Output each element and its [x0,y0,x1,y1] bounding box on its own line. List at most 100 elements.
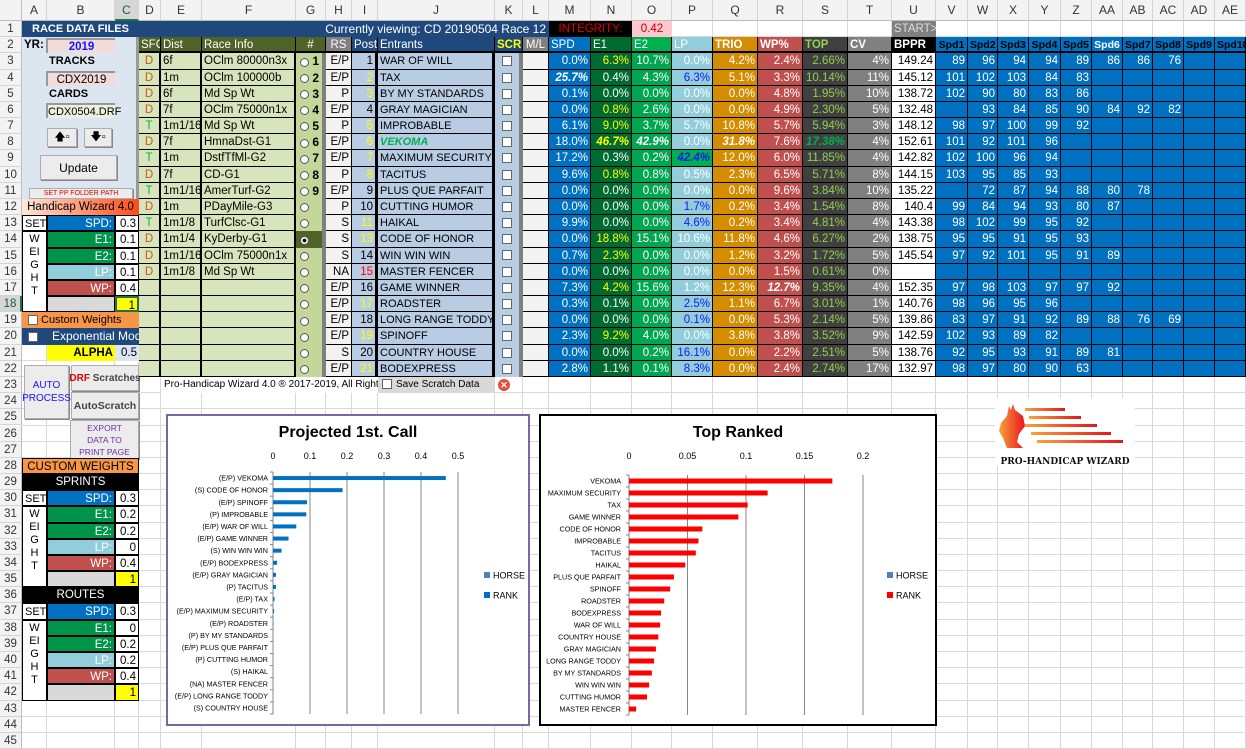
column-header[interactable]: O [632,0,672,21]
race-selector[interactable] [296,296,326,313]
morning-line[interactable] [523,344,549,361]
race-radio-button[interactable] [300,170,309,180]
year-field[interactable]: 2019 [46,38,115,54]
row-header[interactable]: 15 [0,247,22,264]
previous-card-button[interactable]: 🡅▫ [47,128,77,147]
column-header[interactable]: Q [713,0,758,21]
cards-field[interactable]: CDX0504.DRF [46,102,121,118]
row-header[interactable]: 34 [0,554,22,572]
scratch-checkbox[interactable] [502,169,512,180]
race-selector[interactable]: 4 [296,101,326,119]
race-radio-button[interactable] [300,300,309,310]
morning-line[interactable] [523,166,549,183]
row-header[interactable]: 5 [0,85,22,102]
column-header[interactable]: Y [1029,0,1061,21]
row-header[interactable]: 42 [0,684,22,701]
morning-line[interactable] [523,198,549,216]
weight-value-wp[interactable]: 0.4 [115,554,139,572]
row-header[interactable]: 13 [0,215,22,232]
race-selector[interactable]: 14 [296,263,326,280]
race-selector[interactable]: 13 [296,247,326,264]
row-header[interactable]: 40 [0,652,22,669]
row-header[interactable]: 12 [0,198,22,216]
race-selector[interactable]: 2 [296,69,326,86]
race-selector[interactable] [296,312,326,329]
row-header[interactable]: 30 [0,490,22,507]
row-header[interactable]: 17 [0,279,22,297]
close-icon[interactable]: ✕ [498,378,510,391]
scratch-checkbox[interactable] [502,121,512,132]
row-header[interactable]: 38 [0,619,22,636]
row-header[interactable]: 37 [0,603,22,620]
race-radio-button[interactable] [300,57,309,67]
select-all-corner[interactable] [0,0,22,21]
row-header[interactable]: 43 [0,700,22,717]
column-header[interactable]: A [22,0,47,21]
scratch-checkbox[interactable] [502,250,512,261]
race-selector[interactable] [296,328,326,345]
race-selector[interactable]: 7 [296,150,326,167]
morning-line[interactable] [523,279,549,297]
update-button[interactable]: Update [40,155,117,180]
custom-weights-toggle[interactable]: Custom Weights [22,312,139,329]
scratch-checkbox[interactable] [502,363,512,374]
column-header[interactable]: W [968,0,998,21]
row-header[interactable]: 16 [0,263,22,280]
column-header[interactable]: C [115,0,139,21]
scratch-checkbox[interactable] [502,72,512,83]
race-selector[interactable]: 12 [296,231,326,248]
race-radio-button[interactable] [300,122,309,132]
race-radio-button[interactable] [300,284,309,294]
race-radio-button[interactable] [300,235,309,245]
row-header[interactable]: 14 [0,231,22,248]
row-header[interactable]: 11 [0,182,22,199]
column-header[interactable]: U [892,0,936,21]
race-radio-button[interactable] [300,203,309,213]
race-radio-button[interactable] [300,73,309,83]
column-header[interactable]: Z [1061,0,1092,21]
row-header[interactable]: 24 [0,393,22,410]
row-header[interactable]: 41 [0,668,22,685]
weight-value-e2[interactable]: 0.1 [115,247,139,264]
scratch-checkbox[interactable] [502,56,512,67]
scratch-checkbox[interactable] [502,153,512,164]
race-radio-button[interactable] [300,316,309,326]
race-radio-button[interactable] [300,251,309,261]
scratch-checkbox[interactable] [502,282,512,293]
row-header[interactable]: 7 [0,118,22,135]
morning-line[interactable] [523,118,549,135]
weight-value-e1[interactable]: 0.1 [115,231,139,248]
row-header[interactable]: 28 [0,457,22,475]
morning-line[interactable] [523,85,549,102]
race-radio-button[interactable] [300,106,309,116]
scratch-checkbox[interactable] [502,201,512,212]
morning-line[interactable] [523,101,549,119]
export-data-button[interactable]: EXPORT DATA TO PRINT PAGE [70,420,139,459]
row-header[interactable]: 36 [0,587,22,604]
column-header[interactable]: AB [1123,0,1153,21]
row-header[interactable]: 25 [0,409,22,426]
weight-value-e2[interactable]: 0.2 [115,522,139,539]
row-header[interactable]: 35 [0,571,22,588]
column-header[interactable]: M [549,0,591,21]
alpha-value[interactable]: 0.5 [115,344,139,361]
row-header[interactable]: 32 [0,522,22,539]
column-header[interactable]: AC [1153,0,1184,21]
race-radio-button[interactable] [300,348,309,358]
scratch-checkbox[interactable] [502,331,512,342]
scratch-checkbox[interactable] [502,315,512,326]
morning-line[interactable] [523,182,549,199]
start-button[interactable]: START> [892,21,936,38]
race-selector[interactable]: 5 [296,118,326,135]
weight-value-spd[interactable]: 0.3 [115,490,139,507]
morning-line[interactable] [523,312,549,329]
auto-process-button[interactable]: AUTO PROCESS [22,365,71,419]
morning-line[interactable] [523,231,549,248]
save-scratch-checkbox[interactable] [382,379,392,390]
weight-value-e2[interactable]: 0.2 [115,635,139,652]
column-header[interactable]: R [758,0,803,21]
row-header[interactable]: 8 [0,134,22,151]
row-header[interactable]: 33 [0,538,22,555]
exponential-model-toggle[interactable]: Exponential Model [22,328,139,345]
column-header[interactable]: L [523,0,549,21]
